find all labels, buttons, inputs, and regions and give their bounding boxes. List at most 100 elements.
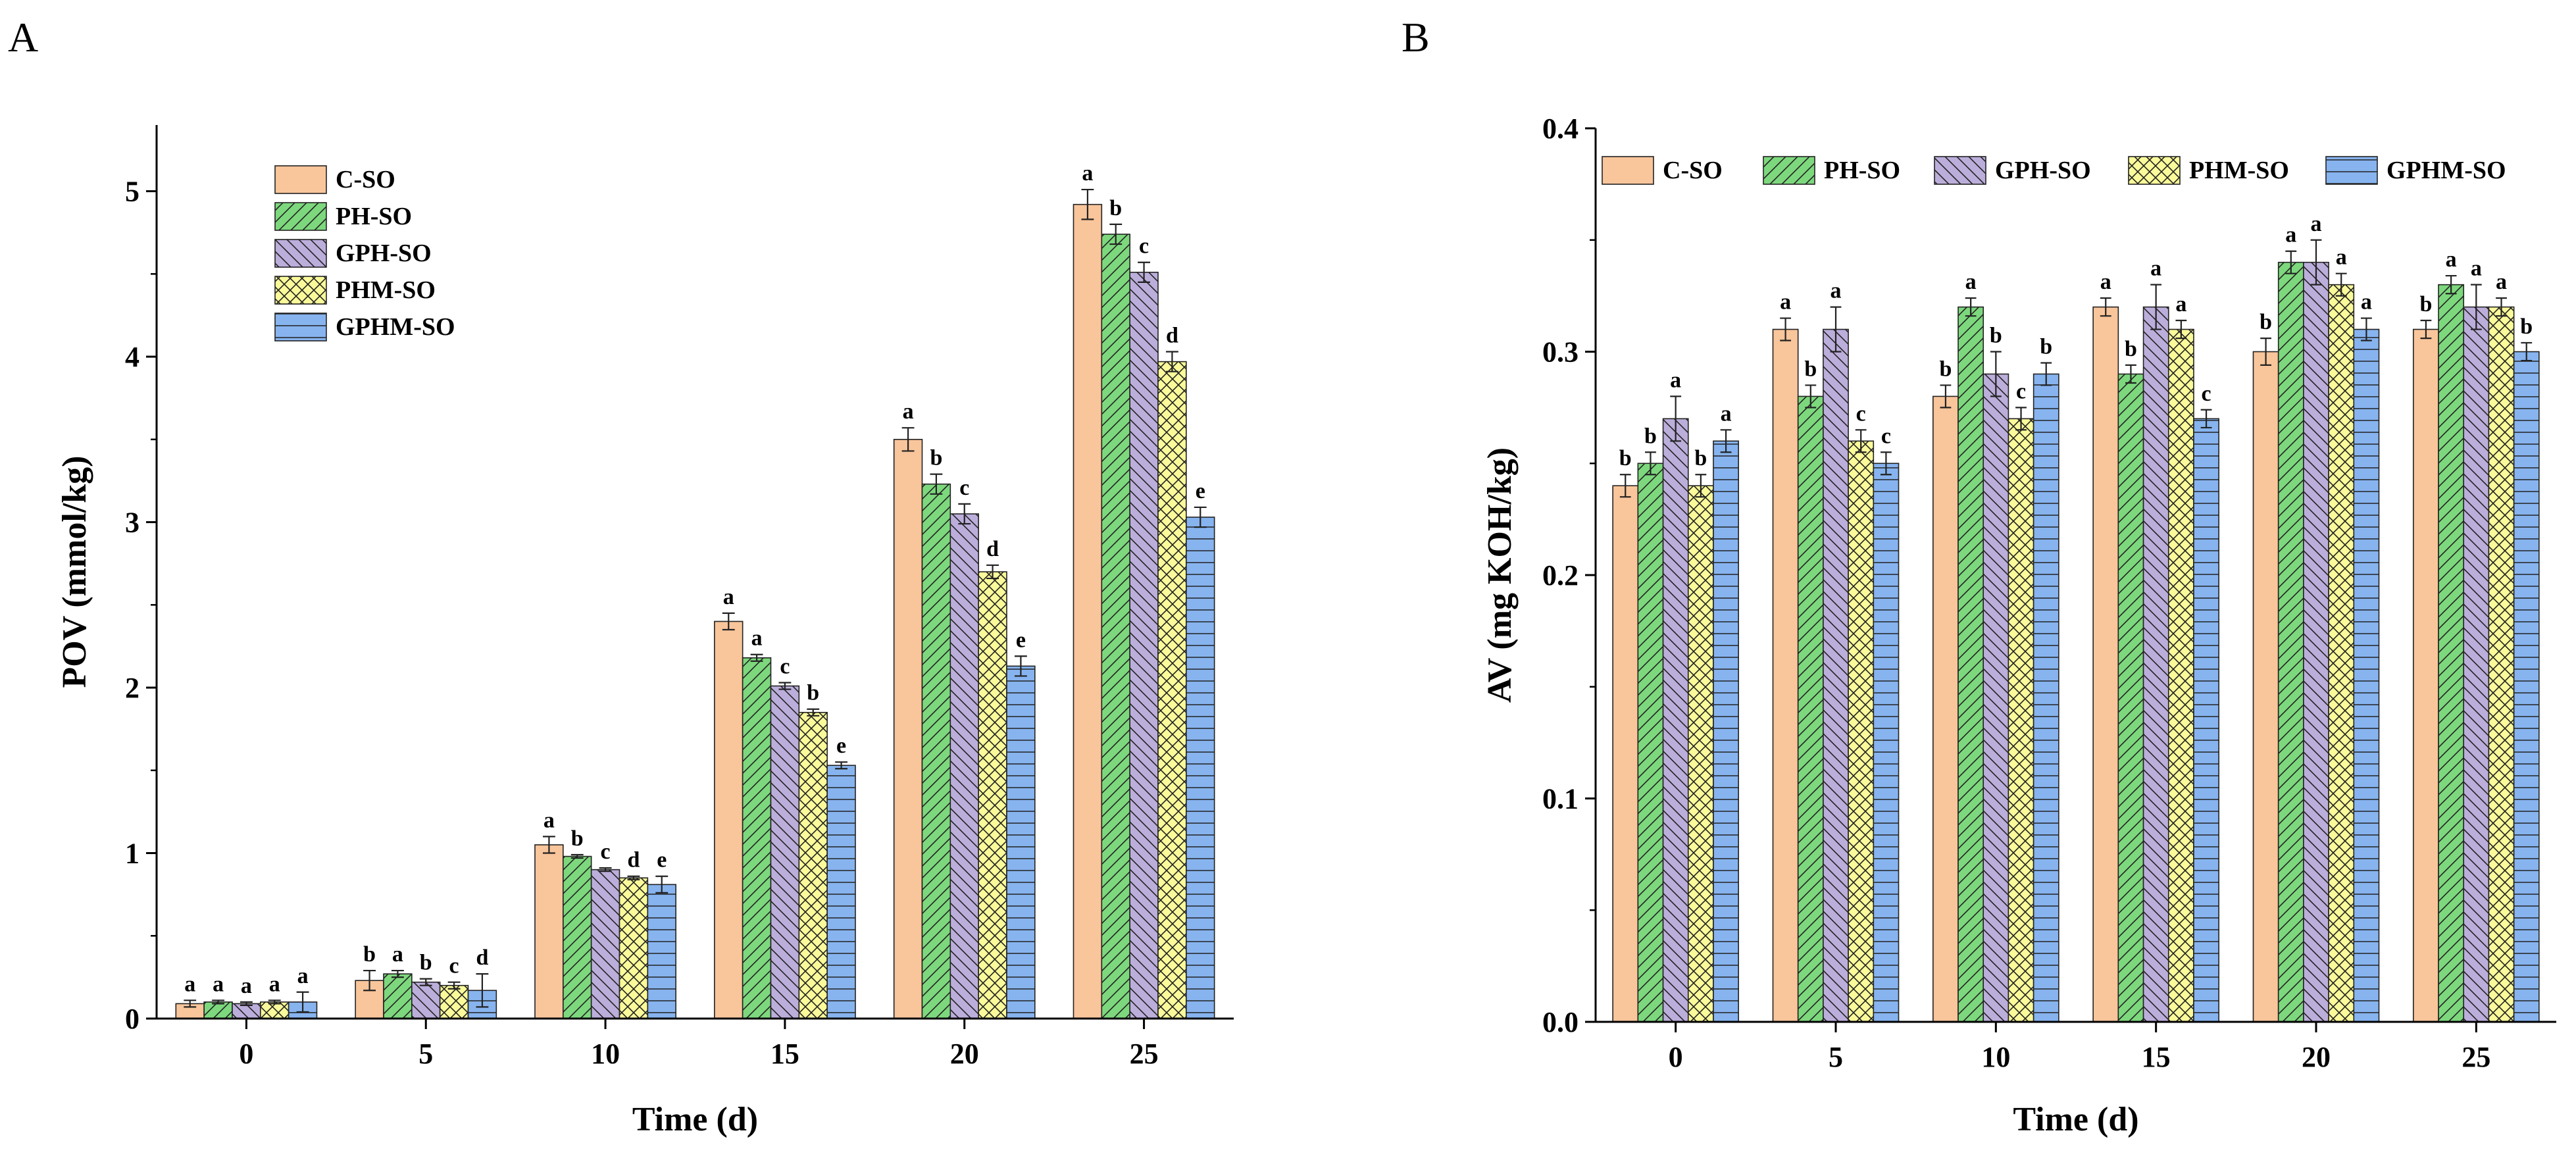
bar-a-ph-so-20	[921, 483, 951, 1019]
error-bar	[1805, 384, 1817, 409]
significance-letter: b	[930, 446, 942, 470]
significance-letter: b	[1804, 357, 1817, 381]
bar-b-gphm-so-5	[1873, 463, 1900, 1023]
error-bar	[1990, 351, 2002, 397]
y-axis-title: AV (mg KOH/kg)	[1481, 447, 1519, 703]
error-bar	[296, 991, 309, 1013]
error-bar	[1138, 261, 1151, 284]
y-tick-label: 0.2	[1542, 559, 1578, 592]
significance-letter: a	[2446, 247, 2457, 272]
panel-b-label: B	[1402, 14, 1430, 61]
significance-letter: b	[571, 826, 584, 851]
significance-letter: b	[1939, 357, 1952, 381]
bar-a-gph-so-10	[590, 869, 620, 1019]
bar-b-c-so-15	[2092, 306, 2119, 1023]
error-bar	[2335, 272, 2347, 297]
significance-letter: c	[1881, 424, 1891, 448]
error-bar	[1780, 317, 1791, 341]
bar-a-phm-so-10	[619, 877, 649, 1019]
error-bar	[2470, 284, 2482, 330]
error-bar	[2100, 297, 2111, 317]
bar-b-ph-so-25	[2438, 284, 2465, 1023]
bar-b-phm-so-5	[1848, 440, 1875, 1023]
error-bar	[958, 503, 971, 525]
significance-letter: e	[1196, 479, 1205, 503]
significance-letter: a	[1082, 161, 1093, 186]
significance-letter: a	[2336, 245, 2347, 270]
bar-a-ph-so-15	[742, 657, 772, 1019]
significance-letter: b	[2125, 337, 2137, 361]
error-bar	[1720, 429, 1732, 453]
legend-swatch-gph-so	[1934, 156, 1986, 185]
significance-letter: c	[449, 954, 459, 978]
bar-a-phm-so-25	[1157, 361, 1187, 1019]
bar-a-gphm-so-20	[1006, 665, 1036, 1019]
x-tick-label: 0	[239, 1038, 253, 1070]
significance-letter: b	[1619, 446, 1632, 470]
significance-letter: b	[1644, 424, 1657, 448]
x-tick-label: 20	[950, 1038, 979, 1070]
legend-swatch-gphm-so	[2325, 156, 2378, 185]
y-tick-label: 1	[125, 838, 139, 870]
significance-letter: c	[2202, 382, 2211, 406]
x-tick-label: 15	[2142, 1041, 2171, 1073]
bar-b-ph-so-5	[1797, 395, 1824, 1023]
significance-letter: b	[1109, 196, 1122, 220]
error-bar	[986, 564, 999, 580]
bar-a-gph-so-15	[770, 685, 800, 1019]
x-axis-title: Time (d)	[632, 1101, 758, 1138]
legend-label-gphm-so: GPHM-SO	[2387, 157, 2506, 184]
error-bar	[655, 875, 669, 894]
bar-a-phm-so-5	[439, 984, 469, 1019]
error-bar	[1965, 297, 1977, 317]
legend-swatch-phm-so	[2128, 156, 2181, 185]
bar-a-c-so-25	[1073, 203, 1103, 1019]
error-bar	[2015, 407, 2027, 431]
legend-label-ph-so: PH-SO	[1824, 157, 1900, 184]
significance-letter: b	[420, 951, 432, 975]
x-tick-label: 10	[1981, 1041, 2010, 1073]
bar-b-phm-so-20	[2328, 284, 2355, 1023]
significance-letter: c	[959, 476, 969, 500]
error-bar	[1194, 506, 1207, 528]
significance-letter: a	[751, 626, 763, 651]
bar-a-gph-so-5	[411, 981, 441, 1019]
legend-label-gph-so: GPH-SO	[1995, 157, 2091, 184]
significance-letter: a	[1721, 401, 1732, 426]
bar-a-ph-so-0	[203, 1001, 233, 1019]
error-bar	[212, 999, 225, 1005]
panel-a-label: A	[8, 14, 38, 61]
legend: C-SO PH-SO GPH-SO PHM-SO GPHM-SO	[274, 165, 455, 341]
significance-letter: b	[1694, 446, 1707, 470]
error-bar	[2310, 239, 2322, 286]
legend-label-c-so: C-SO	[1663, 157, 1723, 184]
bar-b-gphm-so-25	[2513, 351, 2540, 1023]
error-bar	[447, 981, 461, 990]
legend-label-ph-so: PH-SO	[336, 203, 412, 230]
significance-letter: b	[2040, 334, 2052, 359]
significance-letter: a	[241, 974, 252, 998]
bar-b-ph-so-0	[1637, 463, 1664, 1023]
bar-b-gph-so-15	[2142, 306, 2169, 1023]
significance-letter: a	[543, 808, 555, 832]
bar-b-ph-so-10	[1957, 306, 1984, 1023]
legend-label-gph-so: GPH-SO	[336, 240, 432, 267]
significance-letter: a	[1831, 279, 1842, 303]
x-tick-label: 25	[1130, 1038, 1159, 1070]
bar-b-phm-so-25	[2488, 306, 2515, 1023]
error-bar	[627, 875, 640, 880]
significance-letter: a	[269, 972, 280, 996]
y-tick-label: 0	[125, 1003, 139, 1035]
bar-b-c-so-20	[2252, 351, 2279, 1023]
y-axis-title: POV (mmol/kg)	[56, 456, 93, 688]
significance-letter: a	[2100, 270, 2111, 294]
significance-letter: a	[392, 942, 403, 967]
error-bar	[807, 708, 820, 717]
y-tick-label: 3	[125, 507, 139, 539]
error-bar	[778, 682, 792, 690]
error-bar	[363, 969, 376, 992]
bar-a-c-so-10	[534, 844, 564, 1019]
error-bar	[835, 761, 848, 770]
error-bar	[391, 969, 404, 978]
y-tick-label: 0.0	[1542, 1006, 1578, 1038]
